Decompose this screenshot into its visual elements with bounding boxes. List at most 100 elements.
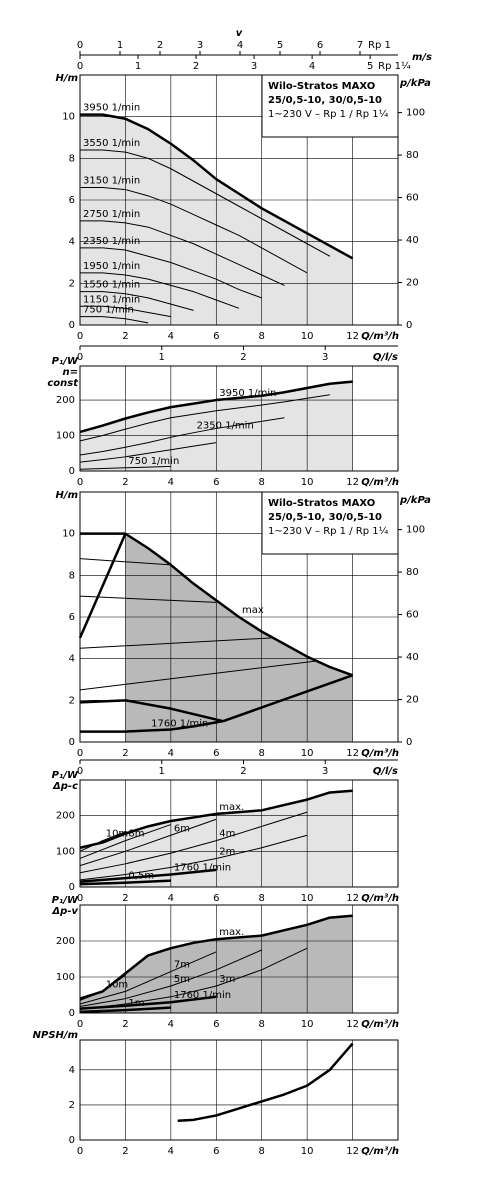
- curve-label: 4m: [219, 829, 235, 840]
- x-tick-label: 6: [213, 893, 219, 904]
- curve: [80, 113, 354, 260]
- curve: [79, 914, 353, 1000]
- y2-tick-label: 40: [406, 235, 419, 246]
- curve-label: 1950 1/min: [83, 261, 140, 272]
- y-tick-label: 100: [56, 972, 75, 983]
- y-tick-label: 6: [69, 612, 75, 623]
- plot-frame: [79, 779, 399, 888]
- y2-axis-title: p/kPa: [399, 78, 431, 89]
- y2-tick-label: 100: [406, 525, 425, 536]
- x2-axis-name: Rp 1: [368, 40, 391, 51]
- x-axis-title: Q/m³/h: [361, 331, 399, 342]
- curve-label: 750 1/min: [83, 305, 134, 316]
- y-tick-label: 0: [69, 737, 75, 748]
- curve-label: 1760 1/min: [151, 719, 208, 730]
- x-axis-title: Q/m³/h: [361, 477, 399, 488]
- x-tick-label: 12: [346, 477, 359, 488]
- curve: [79, 465, 171, 470]
- y-tick-label: 10: [62, 112, 75, 123]
- curve-label: 1760 1/min: [174, 863, 231, 874]
- y-axis-title: Δp-c: [52, 781, 78, 792]
- curve-label: 6m: [174, 823, 190, 834]
- info-box: [261, 491, 399, 555]
- area: [125, 533, 353, 742]
- x-tick-label: 4: [168, 748, 174, 759]
- curve-label: 750 1/min: [128, 456, 179, 467]
- y-tick-label: 200: [56, 936, 75, 947]
- info-text: Wilo-Stratos MAXO: [268, 498, 375, 509]
- plot-frame: [79, 74, 399, 326]
- curve: [79, 417, 285, 456]
- x2-tick-label: 2: [240, 352, 246, 363]
- curve: [79, 699, 224, 723]
- curve-label: max: [242, 605, 264, 616]
- x-tick-label: 10: [301, 1146, 314, 1157]
- curve: [80, 187, 308, 274]
- x-tick-label: 8: [259, 893, 265, 904]
- curve-label: 10m: [106, 979, 128, 990]
- y-axis-title: Δp-v: [51, 906, 78, 917]
- y2-tick-label: 60: [406, 610, 419, 621]
- curve: [80, 149, 331, 257]
- curve: [124, 532, 354, 677]
- x-tick-label: 10: [301, 1019, 314, 1030]
- curve-label: 2350 1/min: [197, 421, 254, 432]
- x-tick-label: 0: [77, 1146, 83, 1157]
- y-tick-label: 10: [62, 529, 75, 540]
- y2-axis-title: p/kPa: [399, 495, 431, 506]
- x2-tick-label: 0: [77, 40, 83, 51]
- x-tick-label: 8: [259, 1146, 265, 1157]
- curve: [79, 811, 308, 874]
- curve: [80, 247, 262, 299]
- chart: 0 2 4 6 8 10 12 0 2 4 Q/m³/h NPSH/m: [33, 1030, 399, 1157]
- x-tick-label: 0: [77, 477, 83, 488]
- curve: [79, 380, 353, 434]
- curve-label: 1150 1/min: [83, 294, 140, 305]
- info-text: Wilo-Stratos MAXO: [268, 81, 375, 92]
- y-tick-label: 4: [69, 654, 75, 665]
- x-tick-label: 2: [122, 893, 128, 904]
- curve: [79, 949, 262, 1008]
- y-axis-title: P₁/W: [52, 356, 79, 367]
- curve: [80, 316, 149, 324]
- x2-tick-label: 0: [77, 61, 83, 72]
- y2-tick-label: 80: [406, 567, 419, 578]
- x2-tick-label: 1: [135, 61, 141, 72]
- curve: [80, 220, 285, 286]
- y2-tick-label: 40: [406, 652, 419, 663]
- x2-tick-label: 0: [77, 766, 83, 777]
- x-tick-label: 0: [77, 893, 83, 904]
- curve-label: 1550 1/min: [83, 280, 140, 291]
- x-tick-label: 4: [168, 1019, 174, 1030]
- y-tick-label: 0: [69, 1135, 75, 1146]
- curve: [79, 595, 217, 603]
- x-tick-label: 12: [346, 1019, 359, 1030]
- x2-tick-label: 2: [240, 766, 246, 777]
- x2-tick-label: 0: [77, 352, 83, 363]
- y-tick-label: 0: [69, 466, 75, 477]
- x-tick-label: 0: [77, 331, 83, 342]
- x2-axis-title: Q/l/s: [373, 766, 398, 777]
- x2-tick-label: 3: [322, 766, 328, 777]
- x2-axis-title: Q/l/s: [373, 352, 398, 363]
- info-text: 1~230 V – Rp 1 / Rp 1¼: [268, 525, 389, 537]
- y-tick-label: 200: [56, 811, 75, 822]
- y2-tick-label: 60: [406, 193, 419, 204]
- x-tick-label: 2: [122, 1019, 128, 1030]
- curve: [79, 879, 171, 886]
- curve: [79, 394, 330, 442]
- info-text: 1~230 V – Rp 1 / Rp 1¼: [268, 108, 389, 120]
- curve-label: 3550 1/min: [83, 138, 140, 149]
- x-tick-label: 6: [213, 331, 219, 342]
- curve-label: 3150 1/min: [83, 176, 140, 187]
- x-tick-label: 10: [301, 893, 314, 904]
- x-tick-label: 0: [77, 748, 83, 759]
- y-tick-label: 6: [69, 195, 75, 206]
- y2-tick-label: 0: [406, 737, 412, 748]
- y-axis-title: P₁/W: [52, 895, 79, 906]
- y2-tick-label: 100: [406, 108, 425, 119]
- x2-tick-label: 1: [117, 40, 123, 51]
- curve-label: 1m: [128, 998, 144, 1009]
- y-tick-label: 4: [69, 1065, 75, 1076]
- info-text: 25/0,5-10, 30/0,5-10: [268, 95, 382, 106]
